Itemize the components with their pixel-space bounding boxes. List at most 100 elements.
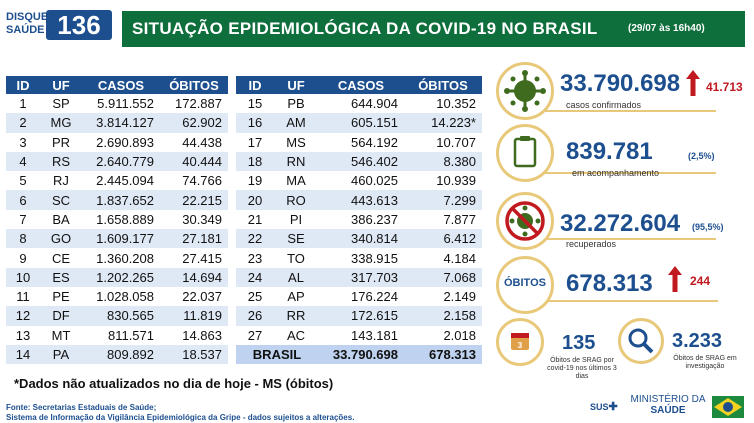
disque-saude-logo: DISQUE SAÚDE 136 [6, 10, 112, 44]
table-row: 7 BA 1.658.889 30.349 [6, 210, 228, 229]
table-row: 21 PI 386.237 7.877 [236, 210, 482, 229]
total-obitos: 678.313 [404, 344, 482, 365]
row-uf: SP [52, 96, 70, 112]
ministry-line1: MINISTÉRIO DA [630, 394, 706, 405]
up-arrow-icon [668, 266, 682, 297]
row-obitos: 11.819 [160, 306, 228, 326]
row-uf: BA [52, 211, 70, 227]
row-id: 13 [15, 327, 31, 343]
table-row: 23 TO 338.915 4.184 [236, 248, 482, 267]
row-casos: 3.814.127 [82, 113, 160, 133]
row-id: 15 [247, 96, 263, 112]
deaths-delta: 244 [690, 274, 711, 288]
row-obitos: 14.694 [160, 267, 228, 287]
monitoring-label: em acompanhamento [572, 168, 660, 178]
row-casos: 340.814 [318, 229, 404, 249]
sus-logo: SUS✚ [590, 400, 618, 413]
row-obitos: 18.537 [160, 344, 228, 365]
row-casos: 443.613 [318, 190, 404, 210]
row-uf: AC [286, 327, 306, 343]
row-casos: 1.202.265 [82, 267, 160, 287]
col-header-obitos: ÓBITOS [404, 76, 482, 94]
table-row: 18 RN 546.402 8.380 [236, 151, 482, 172]
row-casos: 172.615 [318, 306, 404, 326]
row-id: 9 [19, 250, 27, 266]
row-casos: 546.402 [318, 151, 404, 172]
row-id: 5 [19, 173, 27, 189]
recovered-value: 32.272.604 [560, 210, 681, 237]
deaths-value: 678.313 [566, 270, 653, 297]
report-date: (29/07 às 16h40) [628, 23, 705, 34]
table-row: 11 PE 1.028.058 22.037 [6, 287, 228, 306]
sus-text: SUS [590, 402, 609, 412]
virus-icon [496, 62, 554, 120]
table-row: 1 SP 5.911.552 172.887 [6, 94, 228, 113]
row-id: 2 [6, 113, 40, 133]
row-id: 22 [236, 229, 274, 249]
table-row: 3 PR 2.690.893 44.438 [6, 133, 228, 152]
row-obitos: 30.349 [182, 211, 222, 227]
table-row: 22 SE 340.814 6.412 [236, 229, 482, 249]
row-uf: RO [274, 190, 318, 210]
plus-icon: ✚ [608, 401, 618, 413]
row-obitos: 2.158 [404, 306, 482, 326]
row-casos: 1.837.652 [82, 190, 160, 210]
total-casos: 33.790.698 [318, 344, 404, 365]
row-casos: 605.151 [318, 113, 404, 133]
table-row: 8 GO 1.609.177 27.181 [6, 229, 228, 249]
row-uf: PA [40, 344, 82, 365]
confirmed-delta: 41.713 [706, 80, 743, 94]
row-id: 1 [19, 96, 27, 112]
table-row: 10 ES 1.202.265 14.694 [6, 267, 228, 287]
confirmed-value: 33.790.698 [560, 70, 681, 97]
row-obitos: 7.299 [404, 190, 482, 210]
deaths-title: ÓBITOS [504, 277, 546, 289]
row-uf: RR [274, 306, 318, 326]
row-obitos: 22.037 [182, 289, 222, 305]
row-obitos: 74.766 [182, 173, 222, 189]
row-id: 20 [236, 190, 274, 210]
row-obitos: 27.181 [160, 229, 228, 249]
calendar-icon: 3 [496, 318, 544, 366]
table-row: 17 MS 564.192 10.707 [236, 133, 482, 152]
ministry-logo: MINISTÉRIO DA SAÚDE [628, 394, 708, 416]
table-row: 24 AL 317.703 7.068 [236, 267, 482, 287]
up-arrow-icon [686, 70, 700, 101]
row-obitos: 40.444 [160, 151, 228, 172]
states-table-right: ID UF CASOS ÓBITOS 15 PB 644.904 10.352 16 AM… [236, 76, 482, 365]
row-casos: 317.703 [318, 267, 404, 287]
col-header-casos: CASOS [82, 76, 160, 94]
ministry-line2: SAÚDE [650, 405, 686, 416]
total-label: BRASIL [236, 344, 318, 365]
row-uf: MG [40, 113, 82, 133]
row-casos: 1.658.889 [96, 211, 154, 227]
source-line1: Fonte: Secretarias Estaduais de Saúde; [6, 403, 157, 412]
table-row: 9 CE 1.360.208 27.415 [6, 248, 228, 267]
row-uf: PR [51, 134, 71, 150]
table-row: 4 RS 2.640.779 40.444 [6, 151, 228, 172]
row-obitos: 62.902 [160, 113, 228, 133]
row-casos: 564.192 [351, 134, 398, 150]
row-casos: 2.690.893 [96, 134, 154, 150]
row-casos: 386.237 [351, 211, 398, 227]
row-uf: MT [51, 327, 71, 343]
row-casos: 5.911.552 [97, 96, 154, 112]
table-row: 15 PB 644.904 10.352 [236, 94, 482, 113]
row-uf: GO [40, 229, 82, 249]
row-casos: 2.640.779 [82, 151, 160, 172]
row-id: 26 [236, 306, 274, 326]
row-casos: 1.028.058 [96, 289, 154, 305]
row-uf: TO [287, 250, 305, 266]
row-uf: RN [274, 151, 318, 172]
row-uf: PE [52, 289, 70, 305]
title-bar: SITUAÇÃO EPIDEMIOLÓGICA DA COVID-19 NO B… [122, 11, 745, 47]
row-id: 4 [6, 151, 40, 172]
row-casos: 2.445.094 [96, 173, 154, 189]
row-obitos: 6.412 [404, 229, 482, 249]
table-row: 6 SC 1.837.652 22.215 [6, 190, 228, 210]
row-uf: AP [287, 289, 305, 305]
row-id: 3 [19, 134, 27, 150]
footnote: *Dados não atualizados no dia de hoje - … [14, 376, 334, 391]
total-row: BRASIL 33.790.698 678.313 [236, 344, 482, 365]
row-obitos: 10.939 [436, 173, 476, 189]
